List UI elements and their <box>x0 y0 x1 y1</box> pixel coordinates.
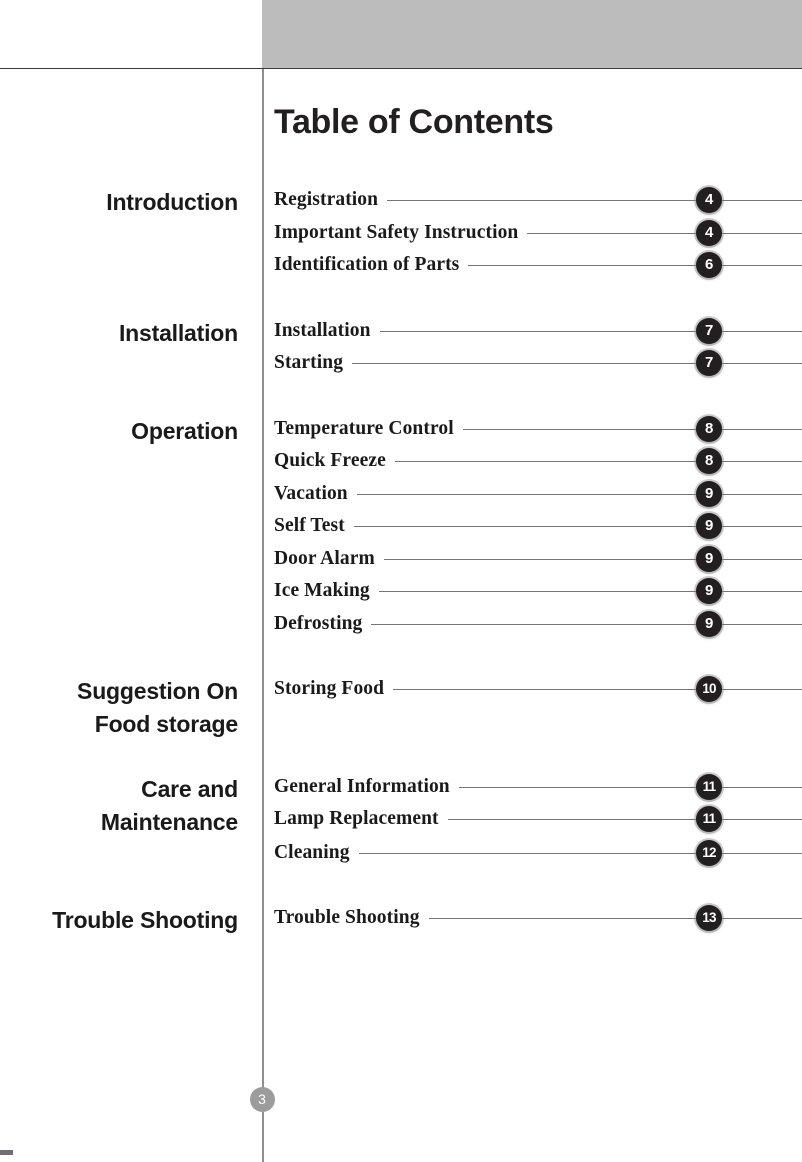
leader-line <box>274 853 802 855</box>
section-label-operation: Operation <box>131 415 238 448</box>
toc-entry-title: Important Safety Instruction <box>274 220 528 246</box>
toc-entry[interactable]: General Information 11 <box>274 774 802 800</box>
section-label-installation: Installation <box>119 317 238 350</box>
section-label-line: Trouble Shooting <box>52 907 238 933</box>
toc-entry-title: Self Test <box>274 513 354 539</box>
page-number-badge: 9 <box>696 611 722 637</box>
leader-line <box>274 265 802 267</box>
toc-entry[interactable]: Important Safety Instruction 4 <box>274 220 802 246</box>
section-label-introduction: Introduction <box>106 186 238 219</box>
page-number-badge: 10 <box>696 676 722 702</box>
leader-line <box>274 429 802 431</box>
toc-entry[interactable]: Lamp Replacement 11 <box>274 806 802 832</box>
toc-entry-title: Storing Food <box>274 676 394 702</box>
toc-entry-title: Identification of Parts <box>274 252 469 278</box>
leader-line <box>274 624 802 626</box>
leader-line <box>274 363 802 365</box>
leader-line <box>274 331 802 333</box>
page-number-badge: 11 <box>696 806 722 832</box>
section-label-care-and-maintenance: Care and Maintenance <box>101 773 238 839</box>
footer-page-number: 3 <box>249 1086 275 1112</box>
header-gray-band <box>262 0 802 68</box>
leader-line <box>274 461 802 463</box>
page-number-badge: 9 <box>696 546 722 572</box>
page-number-badge: 9 <box>696 578 722 604</box>
toc-entry[interactable]: Temperature Control 8 <box>274 416 802 442</box>
page-number-badge: 8 <box>696 416 722 442</box>
page-number-badge: 4 <box>696 220 722 246</box>
leader-line <box>274 200 802 202</box>
page-number-badge: 7 <box>696 350 722 376</box>
section-label-line: Introduction <box>106 189 238 215</box>
toc-entry[interactable]: Ice Making 9 <box>274 578 802 604</box>
toc-entry-title: Vacation <box>274 481 357 507</box>
scan-artifact-mark <box>0 1150 13 1155</box>
toc-entry[interactable]: Door Alarm 9 <box>274 546 802 572</box>
toc-entry-title: Defrosting <box>274 611 372 637</box>
leader-line <box>274 494 802 496</box>
page-number-badge: 4 <box>696 187 722 213</box>
toc-entry[interactable]: Registration 4 <box>274 187 802 213</box>
toc-entry[interactable]: Self Test 9 <box>274 513 802 539</box>
toc-entry-title: Door Alarm <box>274 546 384 572</box>
page-number-badge: 11 <box>696 774 722 800</box>
page-number-badge: 7 <box>696 318 722 344</box>
toc-entry[interactable]: Starting 7 <box>274 350 802 376</box>
page-title: Table of Contents <box>274 103 554 141</box>
toc-entry-title: Lamp Replacement <box>274 806 448 832</box>
header-horizontal-rule <box>0 68 802 69</box>
page-number-badge: 9 <box>696 513 722 539</box>
toc-entry[interactable]: Installation 7 <box>274 318 802 344</box>
section-label-line: Suggestion On <box>77 678 238 704</box>
toc-entry-title: General Information <box>274 774 459 800</box>
toc-entry-title: Temperature Control <box>274 416 463 442</box>
leader-line <box>274 591 802 593</box>
toc-entry[interactable]: Quick Freeze 8 <box>274 448 802 474</box>
page-number-badge: 12 <box>696 840 722 866</box>
section-label-line: Operation <box>131 418 238 444</box>
section-label-line: Food storage <box>94 711 238 737</box>
toc-entry-title: Quick Freeze <box>274 448 395 474</box>
section-label-line: Care and <box>141 776 238 802</box>
page-number-badge: 8 <box>696 448 722 474</box>
leader-line <box>274 689 802 691</box>
toc-entry[interactable]: Trouble Shooting 13 <box>274 905 802 931</box>
page-number-badge: 6 <box>696 252 722 278</box>
section-label-line: Installation <box>118 320 238 346</box>
leader-line <box>274 918 802 920</box>
toc-entry[interactable]: Vacation 9 <box>274 481 802 507</box>
leader-line <box>274 787 802 789</box>
vertical-divider <box>262 69 264 1162</box>
toc-entry-title: Ice Making <box>274 578 379 604</box>
toc-entry-title: Cleaning <box>274 840 359 866</box>
section-label-trouble-shooting: Trouble Shooting <box>52 904 238 937</box>
leader-line <box>274 233 802 235</box>
page-number-badge: 13 <box>696 905 722 931</box>
section-label-suggestion-on-food-storage: Suggestion On Food storage <box>77 675 238 741</box>
toc-entry-title: Trouble Shooting <box>274 905 429 931</box>
page-number-badge: 9 <box>696 481 722 507</box>
toc-entry-title: Installation <box>274 318 380 344</box>
toc-entry[interactable]: Cleaning 12 <box>274 840 802 866</box>
section-label-line: Maintenance <box>100 809 238 835</box>
leader-line <box>274 819 802 821</box>
leader-line <box>274 559 802 561</box>
toc-entry-title: Starting <box>274 350 353 376</box>
toc-entry[interactable]: Identification of Parts 6 <box>274 252 802 278</box>
leader-line <box>274 526 802 528</box>
toc-entry[interactable]: Defrosting 9 <box>274 611 802 637</box>
toc-entry[interactable]: Storing Food 10 <box>274 676 802 702</box>
toc-entry-title: Registration <box>274 187 388 213</box>
